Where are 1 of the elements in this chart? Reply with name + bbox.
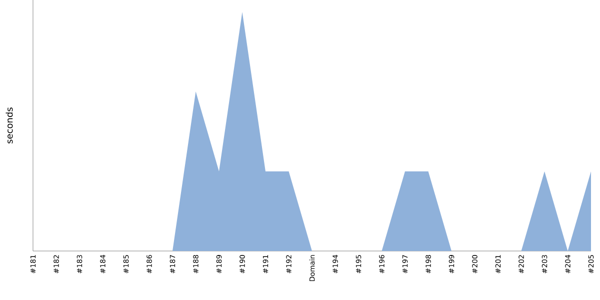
y-axis-title: seconds [6,108,13,144]
